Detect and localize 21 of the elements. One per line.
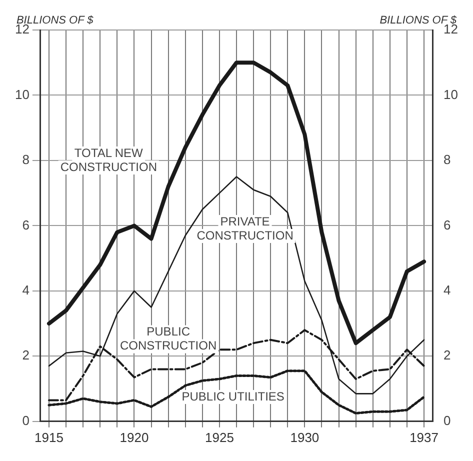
x-tick-label: 1930 [290, 430, 320, 445]
y-tick-label: 2 [22, 348, 30, 363]
y-tick-label: 6 [22, 217, 30, 232]
x-tick-label: 1937 [410, 430, 438, 445]
y-tick-label: 0 [22, 412, 30, 428]
series-label: PUBLIC UTILITIES [182, 389, 284, 404]
y-tick-label: 4 [22, 282, 30, 298]
x-tick-label: 1925 [204, 430, 234, 445]
y2-tick-label: 10 [444, 86, 458, 102]
series-label: PRIVATE CONSTRUCTION [196, 214, 294, 242]
y-tick-label: 8 [22, 152, 30, 168]
y2-tick-label: 4 [444, 282, 451, 298]
y2-tick-label: 6 [444, 217, 451, 232]
x-tick-label: 1915 [34, 430, 64, 445]
y2-tick-label: 0 [444, 412, 451, 428]
series-label: PUBLIC CONSTRUCTION [120, 324, 217, 353]
y-tick-label: 10 [14, 86, 30, 102]
x-tick-label: 1920 [120, 430, 149, 445]
series-label: TOTAL NEW CONSTRUCTION [60, 146, 157, 174]
y2-tick-label: 8 [444, 152, 451, 168]
y2-tick-label: 2 [444, 348, 451, 363]
